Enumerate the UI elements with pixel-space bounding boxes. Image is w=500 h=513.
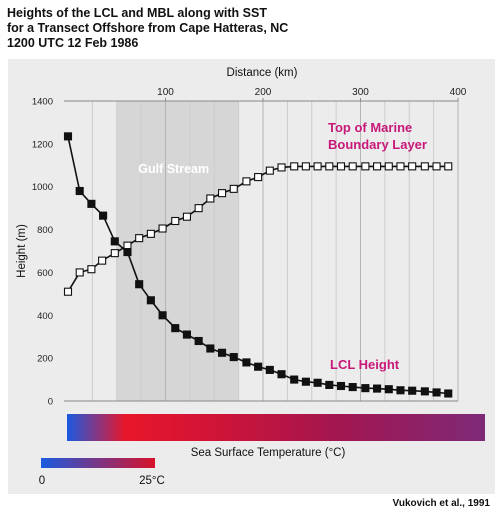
x-tick-label: 300 [352,87,369,98]
lcl-point [123,248,132,257]
lcl-point [396,386,405,395]
mbl-point [242,177,251,186]
lcl-point [432,388,441,397]
sst-colorbar [67,414,485,441]
lcl-point [420,387,429,396]
x-tick-label: 200 [255,87,272,98]
mbl-point [182,212,191,221]
y-tick-label: 400 [37,311,53,322]
mbl-point [301,162,310,171]
mbl-point [420,162,429,171]
mbl-point [110,249,119,258]
mbl-point [158,224,167,233]
lcl-point [229,353,238,362]
mbl-series-label: Top of Marine [328,120,412,135]
lcl-point [158,311,167,320]
lcl-point [325,380,334,389]
mbl-point [146,229,155,238]
mbl-point [63,287,73,296]
y-axis-label: Height (m) [16,224,28,278]
mbl-point [444,162,453,171]
lcl-point [444,389,453,398]
mbl-point [277,163,286,172]
lcl-point [182,330,191,339]
lcl-point [99,211,108,220]
y-tick-label: 200 [37,354,53,365]
lcl-point [265,365,274,374]
mbl-point [171,216,180,226]
lcl-point [75,186,84,196]
lcl-series-label: LCL Height [330,357,400,372]
title-line-1: Heights of the LCL and MBL along with SS… [7,6,267,20]
lcl-point [171,324,180,333]
x-tick-label: 400 [450,87,467,98]
credit-text: Vukovich et al., 1991 [392,498,490,509]
lcl-point [194,336,203,346]
mbl-point [75,268,84,277]
lcl-point [373,384,382,393]
lcl-point [206,344,215,353]
lcl-point [301,377,310,386]
lcl-point [348,383,357,392]
mbl-point [87,265,96,274]
lcl-point [408,386,417,395]
lcl-point [313,378,322,387]
y-tick-label: 600 [37,268,53,279]
mbl-point [313,162,322,171]
x-axis-label: Distance (km) [227,67,298,79]
y-tick-label: 1200 [32,139,53,150]
title-line-2: for a Transect Offshore from Cape Hatter… [7,21,289,35]
lcl-point [336,381,346,391]
sst-scale-min-label: 0 [39,475,45,487]
mbl-point [98,256,107,265]
mbl-point [206,194,215,203]
mbl-point [361,162,370,171]
mbl-point [336,162,346,171]
chart-title: Heights of the LCL and MBL along with SS… [7,6,288,51]
mbl-point [432,162,441,171]
mbl-point [194,204,203,213]
x-tick-label: 100 [157,87,174,98]
gulf-stream-label: Gulf Stream [138,162,209,176]
y-tick-label: 1400 [32,97,53,108]
lcl-point [242,358,251,367]
lcl-point [290,375,299,384]
mbl-point [290,162,299,171]
mbl-point [254,173,263,182]
mbl-point [348,162,357,171]
sst-colorbar-label: Sea Surface Temperature (°C) [191,447,346,459]
lcl-point [87,199,96,208]
mbl-series-label: Boundary Layer [328,137,427,152]
lcl-point [63,132,73,141]
mbl-point [229,184,238,193]
mbl-point [408,162,417,171]
lcl-point [146,296,155,305]
lcl-point [218,348,227,357]
mbl-point [396,162,405,171]
mbl-point [218,189,227,198]
lcl-point [110,237,119,246]
lcl-point [254,362,263,371]
mbl-point [384,162,393,171]
sst-scale-max-label: 25°C [139,475,165,487]
sst-scale-bar [41,458,155,468]
lcl-point [384,385,393,394]
y-tick-label: 1000 [32,182,53,193]
lcl-point [135,280,144,289]
y-tick-label: 0 [48,397,53,408]
mbl-point [135,234,144,243]
mbl-point [325,162,334,171]
title-line-3: 1200 UTC 12 Feb 1986 [7,36,139,50]
mbl-point [265,166,274,175]
y-tick-label: 800 [37,225,53,236]
mbl-point [373,162,382,171]
lcl-point [277,370,286,379]
lcl-point [361,384,370,393]
